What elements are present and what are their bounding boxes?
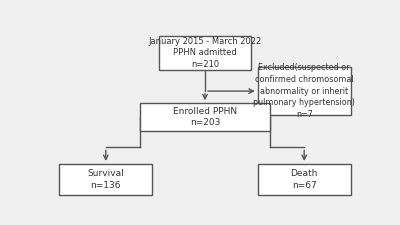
Text: Survival
n=136: Survival n=136 [88, 169, 124, 190]
FancyBboxPatch shape [258, 67, 351, 115]
FancyBboxPatch shape [140, 103, 270, 131]
FancyBboxPatch shape [59, 164, 152, 195]
Text: Excluded(suspected or
confirmed chromosomal
abnormality or inherit
pulmonary hyp: Excluded(suspected or confirmed chromoso… [253, 63, 355, 119]
Text: Death
n=67: Death n=67 [290, 169, 318, 190]
Text: January 2015 - March 2022
PPHN admitted
n=210: January 2015 - March 2022 PPHN admitted … [148, 37, 262, 69]
FancyBboxPatch shape [158, 36, 252, 70]
FancyBboxPatch shape [258, 164, 351, 195]
Text: Enrolled PPHN
n=203: Enrolled PPHN n=203 [173, 107, 237, 128]
